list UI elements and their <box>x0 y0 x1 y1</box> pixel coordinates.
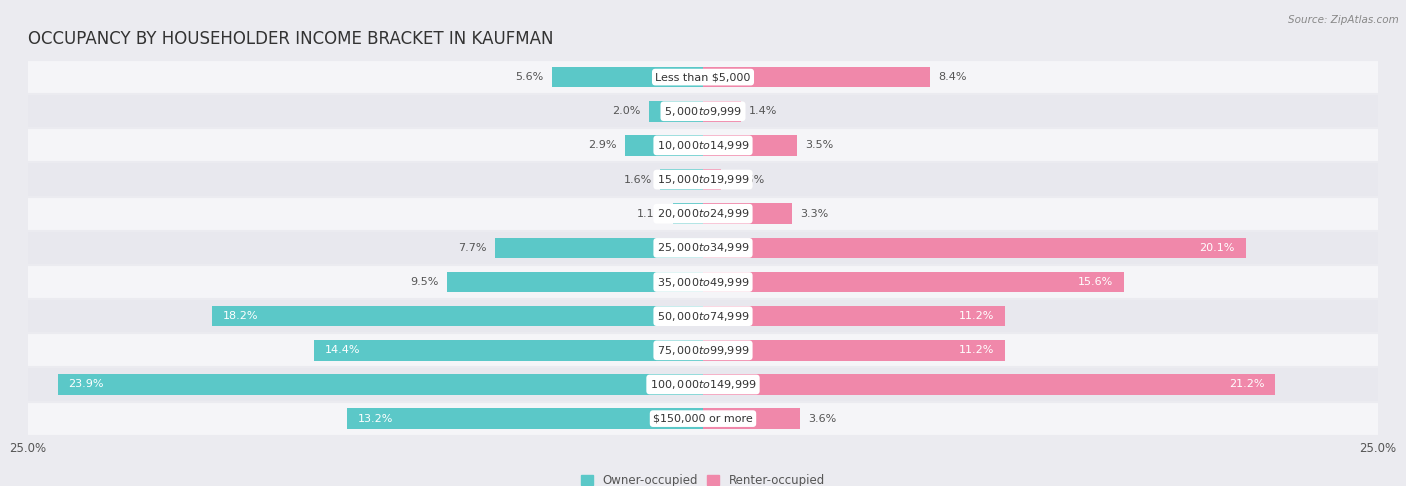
Text: 20.1%: 20.1% <box>1199 243 1234 253</box>
Bar <box>650 101 703 122</box>
Bar <box>28 367 1378 401</box>
Text: $20,000 to $24,999: $20,000 to $24,999 <box>657 207 749 220</box>
Bar <box>624 135 703 156</box>
Text: 18.2%: 18.2% <box>222 311 257 321</box>
Text: $35,000 to $49,999: $35,000 to $49,999 <box>657 276 749 289</box>
Bar <box>495 238 703 258</box>
Bar <box>703 204 792 224</box>
Bar <box>703 408 800 429</box>
Text: 15.6%: 15.6% <box>1078 277 1114 287</box>
Text: 21.2%: 21.2% <box>1229 380 1264 389</box>
Bar <box>703 169 721 190</box>
Text: $15,000 to $19,999: $15,000 to $19,999 <box>657 173 749 186</box>
Text: 3.3%: 3.3% <box>800 208 828 219</box>
Text: 0.66%: 0.66% <box>728 174 765 185</box>
Bar <box>703 135 797 156</box>
Text: 8.4%: 8.4% <box>938 72 966 82</box>
Text: $100,000 to $149,999: $100,000 to $149,999 <box>650 378 756 391</box>
Bar <box>447 272 703 292</box>
Bar <box>703 67 929 87</box>
Text: 5.6%: 5.6% <box>516 72 544 82</box>
Bar <box>28 333 1378 367</box>
Text: Source: ZipAtlas.com: Source: ZipAtlas.com <box>1288 15 1399 25</box>
Text: 3.6%: 3.6% <box>808 414 837 424</box>
Text: $10,000 to $14,999: $10,000 to $14,999 <box>657 139 749 152</box>
Bar <box>673 204 703 224</box>
Text: $50,000 to $74,999: $50,000 to $74,999 <box>657 310 749 323</box>
Bar <box>28 60 1378 94</box>
Text: $150,000 or more: $150,000 or more <box>654 414 752 424</box>
Text: 14.4%: 14.4% <box>325 346 360 355</box>
Bar <box>703 272 1125 292</box>
Text: 3.5%: 3.5% <box>806 140 834 150</box>
Text: 7.7%: 7.7% <box>458 243 486 253</box>
Text: $25,000 to $34,999: $25,000 to $34,999 <box>657 242 749 254</box>
Text: 2.0%: 2.0% <box>613 106 641 116</box>
Bar <box>315 340 703 361</box>
Bar <box>551 67 703 87</box>
Text: 1.1%: 1.1% <box>637 208 665 219</box>
Bar <box>28 162 1378 197</box>
Bar <box>28 265 1378 299</box>
Bar <box>28 231 1378 265</box>
Bar <box>703 306 1005 327</box>
Text: 1.4%: 1.4% <box>749 106 778 116</box>
Text: 13.2%: 13.2% <box>357 414 392 424</box>
Legend: Owner-occupied, Renter-occupied: Owner-occupied, Renter-occupied <box>576 469 830 486</box>
Text: $5,000 to $9,999: $5,000 to $9,999 <box>664 105 742 118</box>
Bar <box>28 197 1378 231</box>
Text: 1.6%: 1.6% <box>623 174 652 185</box>
Bar <box>347 408 703 429</box>
Bar <box>28 128 1378 162</box>
Bar <box>703 238 1246 258</box>
Bar <box>58 374 703 395</box>
Text: 9.5%: 9.5% <box>411 277 439 287</box>
Text: $75,000 to $99,999: $75,000 to $99,999 <box>657 344 749 357</box>
Text: OCCUPANCY BY HOUSEHOLDER INCOME BRACKET IN KAUFMAN: OCCUPANCY BY HOUSEHOLDER INCOME BRACKET … <box>28 31 554 49</box>
Text: 11.2%: 11.2% <box>959 311 994 321</box>
Text: 2.9%: 2.9% <box>588 140 617 150</box>
Bar <box>703 374 1275 395</box>
Bar <box>703 101 741 122</box>
Text: Less than $5,000: Less than $5,000 <box>655 72 751 82</box>
Bar <box>212 306 703 327</box>
Bar <box>659 169 703 190</box>
Bar <box>28 299 1378 333</box>
Bar <box>28 94 1378 128</box>
Text: 11.2%: 11.2% <box>959 346 994 355</box>
Text: 23.9%: 23.9% <box>69 380 104 389</box>
Bar <box>703 340 1005 361</box>
Bar <box>28 401 1378 435</box>
